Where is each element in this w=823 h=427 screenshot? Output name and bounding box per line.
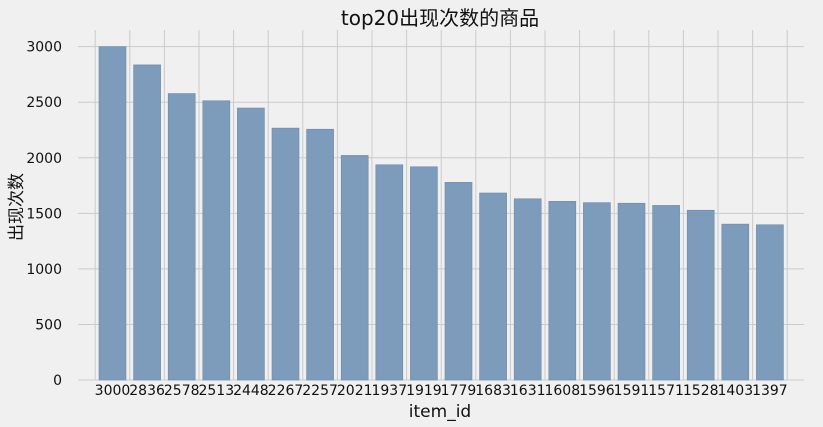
bar (756, 224, 784, 381)
x-tick-label: 1608 (544, 383, 580, 399)
x-tick-label: 2257 (302, 383, 338, 399)
bar (167, 93, 196, 381)
x-tick-labels: 3000283625782513244822672257202119371919… (95, 383, 788, 399)
bar (375, 164, 404, 381)
x-tick-label: 1919 (406, 383, 442, 399)
bar (686, 209, 715, 381)
y-tick-labels: 0 500 1000 1500 2000 2500 3000 (26, 40, 62, 389)
x-tick-label: 1596 (579, 383, 615, 399)
x-tick-label: 1397 (752, 383, 788, 399)
x-tick-label: 1631 (510, 383, 546, 399)
x-tick-label: 2448 (233, 383, 269, 399)
bar (444, 182, 473, 381)
x-axis-title: item_id (409, 402, 471, 422)
x-tick-label: 1403 (717, 383, 753, 399)
bar (479, 192, 507, 381)
y-tick-label: 2500 (26, 95, 62, 111)
y-tick-label: 1000 (26, 262, 62, 278)
bar (340, 155, 369, 381)
y-tick-label: 500 (35, 317, 62, 333)
bar (306, 128, 334, 381)
bar (133, 64, 161, 381)
bar (410, 166, 438, 381)
bar (548, 201, 577, 381)
y-tick-label: 3000 (26, 40, 62, 56)
y-tick-label: 2000 (26, 151, 62, 167)
x-tick-label: 2513 (198, 383, 234, 399)
y-axis-title: 出现次数 (7, 173, 27, 241)
x-tick-label: 2578 (164, 383, 200, 399)
x-tick-label: 1683 (475, 383, 511, 399)
grid (78, 30, 804, 381)
bar (237, 107, 265, 381)
x-tick-label: 1937 (371, 383, 407, 399)
bars (98, 46, 784, 381)
y-tick-label: 0 (53, 373, 62, 389)
bar (271, 127, 300, 381)
x-tick-label: 3000 (95, 383, 131, 399)
x-tick-label: 2021 (337, 383, 373, 399)
chart-title: top20出现次数的商品 (341, 6, 539, 30)
x-tick-label: 1591 (614, 383, 650, 399)
x-tick-label: 1571 (648, 383, 684, 399)
bar (721, 223, 750, 381)
bar (513, 198, 542, 381)
y-tick-label: 1500 (26, 206, 62, 222)
x-tick-label: 2836 (129, 383, 165, 399)
bar (652, 205, 680, 381)
bar (98, 46, 127, 381)
bar (583, 202, 611, 381)
bar (617, 202, 646, 381)
x-tick-label: 1779 (441, 383, 477, 399)
x-tick-label: 2267 (268, 383, 304, 399)
x-tick-label: 1528 (683, 383, 719, 399)
bar (202, 100, 231, 381)
